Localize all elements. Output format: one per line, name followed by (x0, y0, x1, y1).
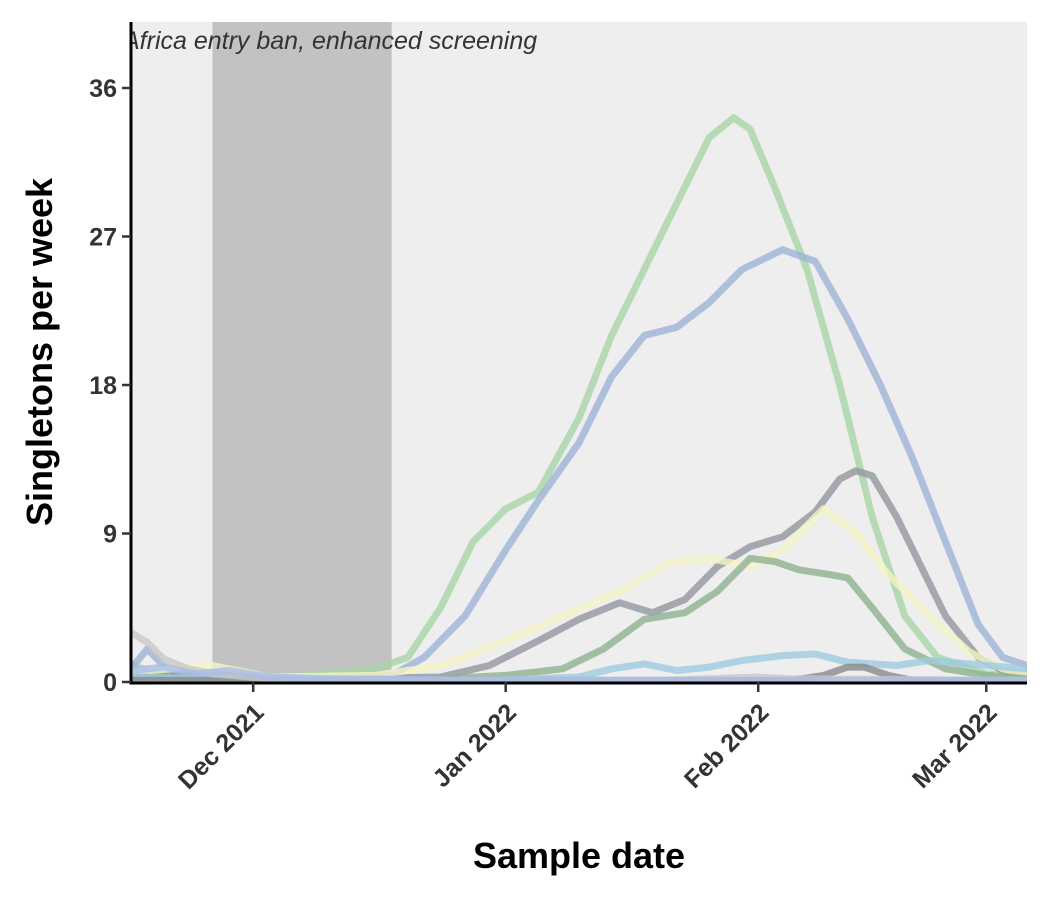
y-axis-ticks: 0 9 18 27 36 (89, 75, 131, 697)
y-tick-label: 0 (103, 669, 117, 697)
y-tick-label: 9 (103, 521, 117, 549)
y-tick-label: 18 (89, 372, 117, 400)
x-tick-label: Feb 2022 (679, 698, 774, 793)
shaded-region (212, 22, 392, 682)
series-line-9 (131, 663, 1027, 682)
x-axis-ticks: Dec 2021 Jan 2022 Feb 2022 Mar 2022 (173, 682, 1003, 795)
x-tick-label: Dec 2021 (173, 698, 270, 795)
y-axis-title: Singletons per week (19, 177, 60, 526)
y-tick-label: 36 (89, 75, 117, 103)
shaded-region-label: Africa entry ban, enhanced screening (121, 27, 537, 55)
x-tick-label: Jan 2022 (427, 698, 521, 792)
series-line-4 (131, 505, 1027, 681)
series-line-3 (131, 467, 1027, 682)
series-layer (131, 114, 1027, 682)
x-tick-label: Mar 2022 (907, 698, 1002, 793)
y-tick-label: 27 (89, 224, 117, 252)
x-axis-title: Sample date (473, 835, 685, 876)
